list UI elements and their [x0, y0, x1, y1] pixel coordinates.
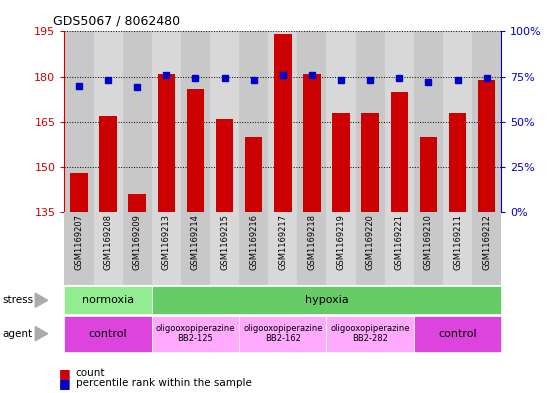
- Bar: [472, 212, 501, 285]
- Text: oligooxopiperazine: oligooxopiperazine: [156, 324, 235, 333]
- Bar: [443, 212, 472, 285]
- Bar: [216, 119, 234, 212]
- Bar: [239, 31, 268, 212]
- Bar: [123, 31, 152, 212]
- Bar: [181, 31, 210, 212]
- Bar: [152, 212, 181, 285]
- Text: count: count: [76, 368, 105, 378]
- Text: control: control: [89, 329, 127, 339]
- Bar: [332, 113, 350, 212]
- Text: ■: ■: [59, 367, 71, 380]
- Bar: [297, 212, 326, 285]
- Text: GSM1169214: GSM1169214: [191, 215, 200, 270]
- Text: oligooxopiperazine: oligooxopiperazine: [330, 324, 410, 333]
- Bar: [326, 212, 356, 285]
- Bar: [361, 113, 379, 212]
- Bar: [414, 212, 443, 285]
- Text: percentile rank within the sample: percentile rank within the sample: [76, 378, 251, 388]
- Text: ■: ■: [59, 376, 71, 390]
- Text: GSM1169209: GSM1169209: [133, 215, 142, 270]
- Bar: [186, 89, 204, 212]
- Bar: [70, 173, 88, 212]
- Bar: [181, 212, 210, 285]
- Bar: [472, 31, 501, 212]
- Bar: [123, 212, 152, 285]
- Bar: [245, 137, 263, 212]
- Text: GSM1169211: GSM1169211: [453, 215, 462, 270]
- Text: GSM1169213: GSM1169213: [162, 215, 171, 270]
- Text: GSM1169212: GSM1169212: [482, 215, 491, 270]
- Bar: [268, 31, 297, 212]
- Bar: [94, 212, 123, 285]
- Text: GSM1169207: GSM1169207: [74, 215, 83, 270]
- Text: GDS5067 / 8062480: GDS5067 / 8062480: [53, 15, 180, 28]
- Text: GSM1169220: GSM1169220: [366, 215, 375, 270]
- Text: normoxia: normoxia: [82, 295, 134, 305]
- Bar: [419, 137, 437, 212]
- Bar: [210, 31, 239, 212]
- Bar: [157, 73, 175, 212]
- Bar: [326, 31, 356, 212]
- Bar: [385, 212, 414, 285]
- Bar: [64, 31, 94, 212]
- Text: GSM1169216: GSM1169216: [249, 215, 258, 270]
- Text: GSM1169219: GSM1169219: [337, 215, 346, 270]
- Bar: [443, 31, 472, 212]
- Text: hypoxia: hypoxia: [305, 295, 348, 305]
- Bar: [94, 31, 123, 212]
- Text: control: control: [438, 329, 477, 339]
- Bar: [303, 73, 321, 212]
- Text: GSM1169218: GSM1169218: [307, 215, 316, 270]
- Bar: [152, 31, 181, 212]
- Bar: [449, 113, 466, 212]
- Text: GSM1169221: GSM1169221: [395, 215, 404, 270]
- Bar: [99, 116, 117, 212]
- Bar: [64, 212, 94, 285]
- Bar: [390, 92, 408, 212]
- Bar: [274, 35, 292, 212]
- Bar: [128, 194, 146, 212]
- Text: oligooxopiperazine: oligooxopiperazine: [243, 324, 323, 333]
- Text: GSM1169215: GSM1169215: [220, 215, 229, 270]
- Bar: [210, 212, 239, 285]
- Bar: [385, 31, 414, 212]
- Bar: [297, 31, 326, 212]
- Text: BB2-282: BB2-282: [352, 334, 388, 343]
- Text: GSM1169210: GSM1169210: [424, 215, 433, 270]
- Bar: [478, 80, 496, 212]
- Text: BB2-162: BB2-162: [265, 334, 301, 343]
- Bar: [356, 31, 385, 212]
- Bar: [268, 212, 297, 285]
- Bar: [239, 212, 268, 285]
- Text: BB2-125: BB2-125: [178, 334, 213, 343]
- Text: GSM1169208: GSM1169208: [104, 215, 113, 270]
- Text: GSM1169217: GSM1169217: [278, 215, 287, 270]
- Text: stress: stress: [3, 295, 34, 305]
- Bar: [414, 31, 443, 212]
- Bar: [356, 212, 385, 285]
- Text: agent: agent: [3, 329, 33, 339]
